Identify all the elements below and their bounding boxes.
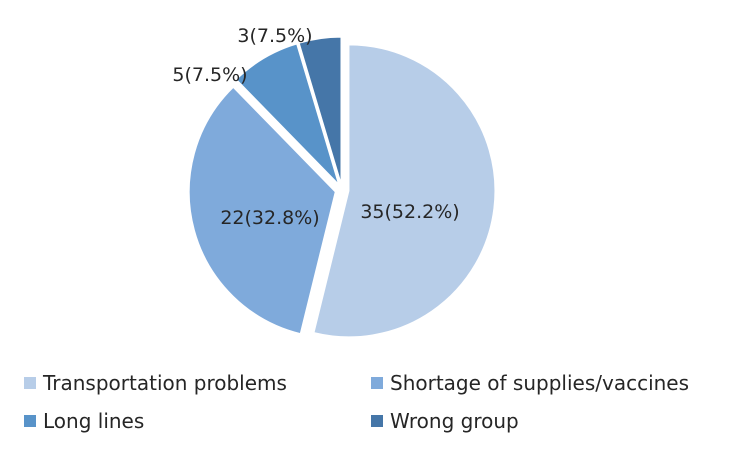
pie-slice-2 bbox=[235, 43, 339, 185]
data-label-1: 22(32.8%) bbox=[220, 207, 319, 229]
pie-slice-1 bbox=[188, 86, 336, 335]
data-label-0: 35(52.2%) bbox=[360, 201, 459, 223]
pie-slice-3 bbox=[298, 36, 342, 184]
data-label-3: 3(7.5%) bbox=[237, 25, 312, 47]
data-label-2: 5(7.5%) bbox=[172, 64, 247, 86]
pie-slice-0 bbox=[313, 44, 496, 338]
